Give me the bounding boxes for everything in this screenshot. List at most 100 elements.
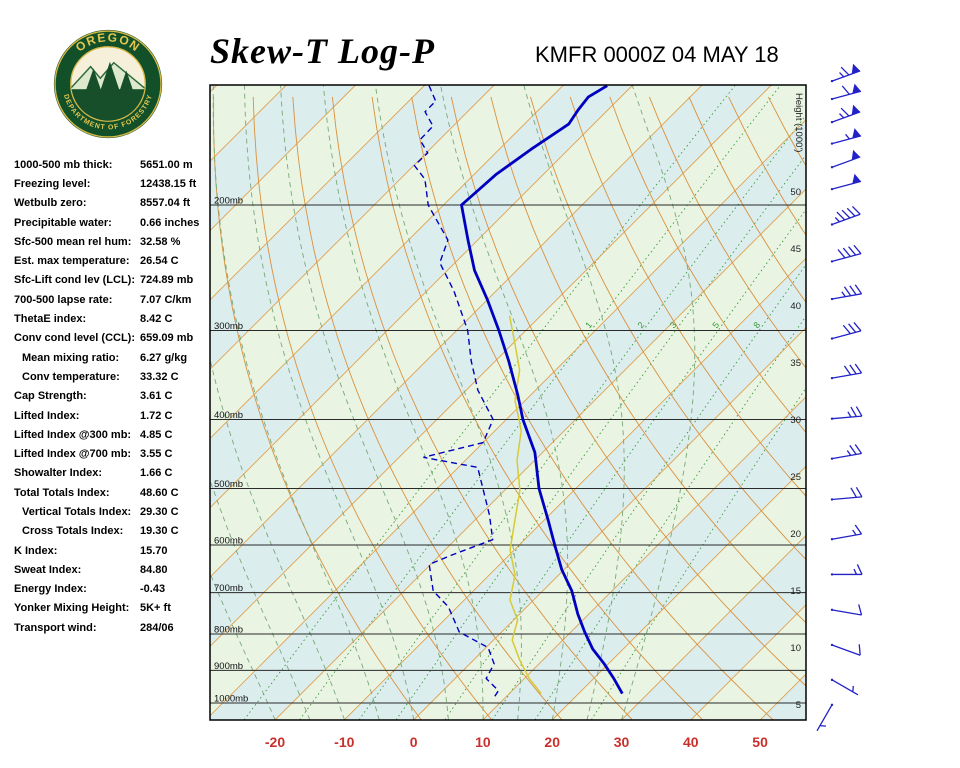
sounding-traces <box>413 85 624 699</box>
temp-tick-label: 50 <box>752 734 768 750</box>
index-label: Energy Index: <box>14 583 87 596</box>
wind-barb <box>830 678 859 696</box>
height-tick-label: 15 <box>790 586 801 597</box>
height-tick-label: 30 <box>790 415 801 426</box>
wind-barb <box>830 643 861 656</box>
isobar-label: 200mb <box>214 196 243 207</box>
index-label: Wetbulb zero: <box>14 197 87 210</box>
wind-barb <box>830 173 862 191</box>
height-tick-label: 35 <box>790 358 801 369</box>
index-row: Precipitable water: 0.66 inches <box>14 213 219 232</box>
height-tick-label: 10 <box>790 643 801 654</box>
index-row: Mean mixing ratio: 6.27 g/kg <box>14 348 219 367</box>
index-value: 8.42 C <box>140 313 173 326</box>
index-row: Freezing level: 12438.15 ft <box>14 174 219 193</box>
wind-barb <box>830 149 861 169</box>
index-value: 8557.04 ft <box>140 197 191 210</box>
temp-tick-label: 10 <box>475 734 491 750</box>
temp-tick-label: 20 <box>544 734 560 750</box>
index-row: Sfc-500 mean rel hum: 32.58 % <box>14 232 219 251</box>
index-label: Vertical Totals Index: <box>22 505 132 518</box>
index-label: Cap Strength: <box>14 390 87 403</box>
mixing-ratio-label: 2 <box>636 320 647 330</box>
index-row: K Index: 15.70 <box>14 541 219 560</box>
index-label: Cross Totals Index: <box>22 525 124 538</box>
wind-barb <box>830 205 861 226</box>
index-value: 5651.00 m <box>140 158 193 171</box>
index-label: ThetaE index: <box>14 313 87 326</box>
index-value: 48.60 C <box>140 486 179 499</box>
index-value: 4.85 C <box>140 428 173 441</box>
index-value: 659.09 mb <box>140 332 194 345</box>
height-tick-label: 20 <box>790 529 801 540</box>
index-value: 12438.15 ft <box>140 177 197 190</box>
index-label: Precipitable water: <box>14 216 112 229</box>
index-value: 1.66 C <box>140 467 173 480</box>
index-row: Est. max temperature: 26.54 C <box>14 251 219 270</box>
index-row: Sweat Index: 84.80 <box>14 560 219 579</box>
index-label: Transport wind: <box>14 621 97 634</box>
station-time-label: KMFR 0000Z 04 MAY 18 <box>535 42 779 67</box>
thermo-grid <box>210 85 806 720</box>
index-label: 700-500 lapse rate: <box>14 293 113 306</box>
index-label: Showalter Index: <box>14 467 103 480</box>
mixing-ratio-label: 8 <box>751 320 762 330</box>
wind-barb <box>830 63 861 83</box>
index-row: Energy Index: -0.43 <box>14 580 219 599</box>
index-value: 7.07 C/km <box>140 293 192 306</box>
temp-tick-label: -20 <box>265 734 285 750</box>
index-row: 700-500 lapse rate: 7.07 C/km <box>14 290 219 309</box>
chart-title: Skew-T Log-P <box>210 31 435 71</box>
isobar-label: 700mb <box>214 583 243 594</box>
index-label: Est. max temperature: <box>14 255 130 268</box>
isobar-label: 800mb <box>214 624 243 635</box>
index-value: 284/06 <box>140 621 174 634</box>
index-row: Total Totals Index: 48.60 C <box>14 483 219 502</box>
wind-barb <box>830 524 863 541</box>
index-row: 1000-500 mb thick: 5651.00 m <box>14 155 219 174</box>
isobar-label: 400mb <box>214 410 243 421</box>
wind-barb <box>830 284 863 301</box>
indices-panel: 1000-500 mb thick: 5651.00 m Freezing leve… <box>14 155 219 637</box>
index-row: Lifted Index: 1.72 C <box>14 406 219 425</box>
wind-barb <box>830 406 863 420</box>
wind-barb <box>830 564 863 576</box>
index-row: Lifted Index @300 mb: 4.85 C <box>14 425 219 444</box>
temp-tick-label: 30 <box>614 734 630 750</box>
logo-tree-icon <box>84 68 103 94</box>
mixing-ratio-label: 1 <box>583 320 594 330</box>
index-value: 15.70 <box>140 544 168 557</box>
index-row: Cap Strength: 3.61 C <box>14 387 219 406</box>
index-value: 29.30 C <box>140 505 179 518</box>
odf-logo: OREGON DEPARTMENT OF FORESTRY <box>53 29 163 139</box>
index-row: Vertical Totals Index: 29.30 C <box>14 502 219 521</box>
index-row: Sfc-Lift cond lev (LCL): 724.89 mb <box>14 271 219 290</box>
logo-tree-icon <box>118 70 135 94</box>
temp-tick-label: 0 <box>410 734 418 750</box>
index-value: 5K+ ft <box>140 602 171 615</box>
index-label: Conv temperature: <box>22 370 120 383</box>
index-value: 33.32 C <box>140 370 179 383</box>
height-tick-label: 5 <box>796 700 801 711</box>
mixing-ratio-label: 3 <box>668 320 679 330</box>
index-label: Mean mixing ratio: <box>22 351 120 364</box>
wind-barb <box>830 104 861 124</box>
logo-gold-ring-outer <box>54 30 162 138</box>
logo-tree-icon <box>99 61 121 94</box>
height-tick-label: 40 <box>790 301 801 312</box>
index-row: Yonker Mixing Height: 5K+ ft <box>14 599 219 618</box>
isobar-label: 1000mb <box>214 693 248 704</box>
index-value: 32.58 % <box>140 235 181 248</box>
wind-barb <box>830 604 863 616</box>
index-row: Transport wind: 284/06 <box>14 618 219 637</box>
wind-barb <box>830 444 863 460</box>
index-value: 19.30 C <box>140 525 179 538</box>
wind-barb <box>830 128 862 145</box>
wind-barb <box>816 703 834 732</box>
index-value: 0.66 inches <box>140 216 200 229</box>
index-label: Total Totals Index: <box>14 486 110 499</box>
index-value: 1.72 C <box>140 409 173 422</box>
index-label: Sfc-500 mean rel hum: <box>14 235 132 248</box>
wind-barb <box>830 244 862 263</box>
index-value: 26.54 C <box>140 255 179 268</box>
